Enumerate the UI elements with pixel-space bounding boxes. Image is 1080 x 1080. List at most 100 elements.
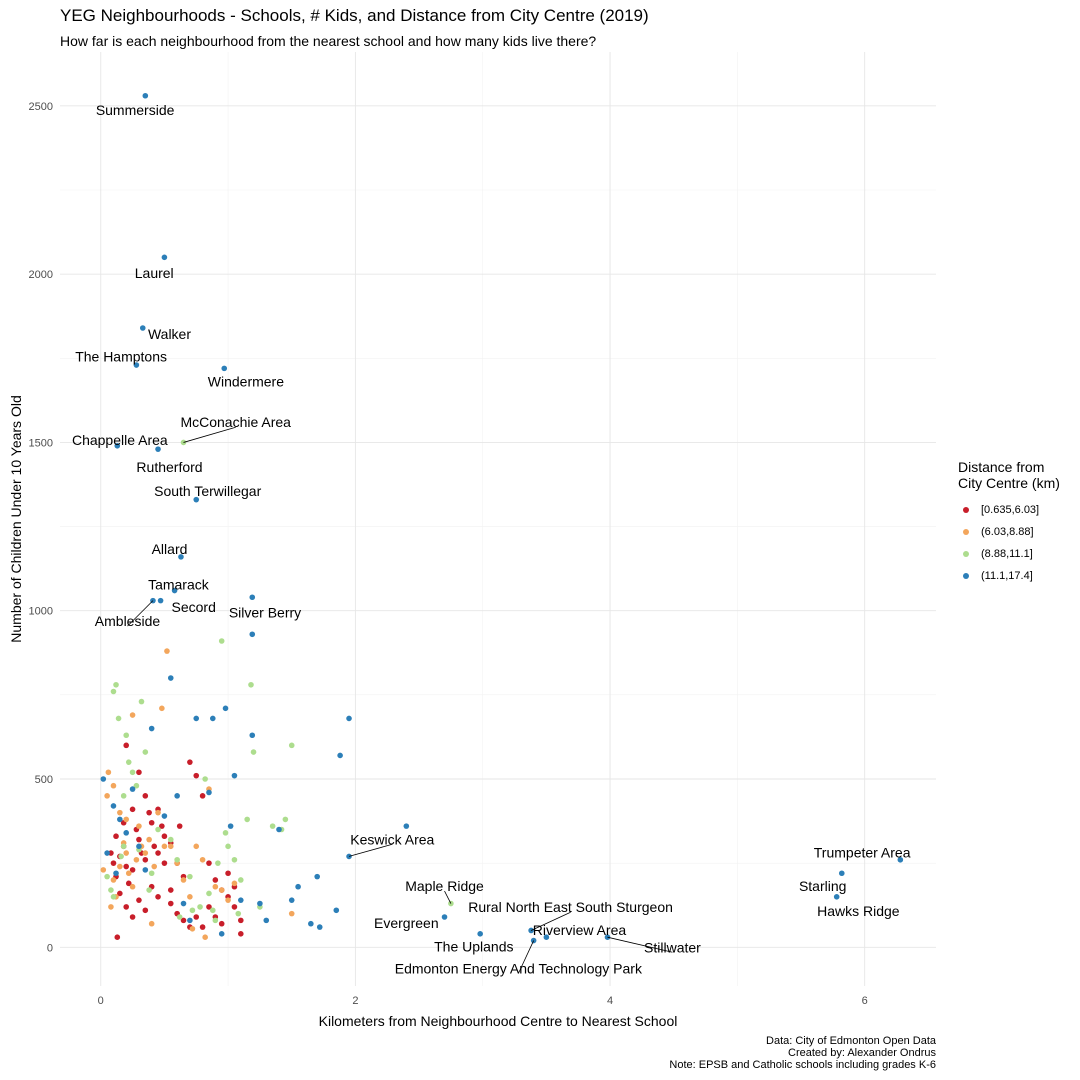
data-point	[225, 843, 231, 850]
data-point	[209, 907, 216, 914]
legend-item: (8.88,11.1]	[958, 543, 1078, 565]
y-tick-label: 500	[35, 774, 53, 786]
data-point	[167, 843, 174, 850]
point-label: Windermere	[208, 374, 284, 390]
data-point	[117, 816, 123, 823]
data-point	[197, 904, 203, 910]
data-point	[110, 894, 117, 900]
data-point	[125, 870, 132, 877]
data-point	[171, 587, 178, 594]
data-point	[142, 856, 149, 863]
data-point	[148, 920, 155, 927]
data-point	[161, 843, 168, 850]
legend-item: [0.635,6.03]	[958, 499, 1078, 521]
data-point	[110, 877, 117, 883]
data-points	[100, 92, 904, 944]
x-axis-title: Kilometers from Neighbourhood Centre to …	[319, 1013, 678, 1029]
legend-label: (6.03,8.88]	[981, 526, 1034, 538]
data-point	[104, 873, 110, 880]
data-point	[123, 742, 130, 749]
data-point	[138, 698, 145, 705]
data-point	[142, 749, 149, 755]
point-label: McConachie Area	[180, 414, 291, 430]
data-point	[187, 873, 193, 880]
data-point	[238, 917, 244, 924]
data-point	[187, 917, 193, 924]
data-point	[148, 870, 155, 877]
data-point	[193, 914, 200, 920]
label-leader-line	[518, 940, 535, 974]
data-point	[157, 597, 164, 604]
data-point	[193, 715, 200, 722]
data-point	[105, 769, 112, 776]
legend-label: [0.635,6.03]	[981, 504, 1040, 516]
data-point	[129, 786, 136, 792]
point-label: Riverview Area	[533, 922, 627, 938]
data-point	[218, 920, 225, 927]
data-point	[225, 897, 231, 903]
data-point	[159, 823, 165, 829]
label-leader-line	[530, 911, 571, 931]
data-point	[202, 776, 208, 782]
y-axis-title: Number of Children Under 10 Years Old	[8, 395, 24, 642]
data-point	[167, 675, 174, 681]
point-label: Rural North East South Sturgeon	[468, 899, 673, 915]
data-point	[276, 826, 282, 833]
data-point	[104, 850, 110, 856]
legend-item: (6.03,8.88]	[958, 521, 1078, 543]
data-point	[123, 816, 130, 823]
data-point	[193, 496, 200, 503]
legend-title-line: City Centre (km)	[958, 475, 1060, 491]
data-point	[231, 880, 238, 887]
data-point	[218, 931, 225, 937]
data-point	[238, 877, 244, 883]
label-leader-line	[127, 600, 154, 627]
data-point	[142, 793, 149, 799]
data-point	[218, 638, 225, 644]
point-label: The Uplands	[434, 939, 513, 955]
data-point	[244, 816, 250, 823]
legend-swatch	[963, 507, 969, 513]
grid-lines	[60, 52, 936, 986]
data-point	[199, 924, 206, 930]
data-point	[167, 836, 174, 843]
data-point	[155, 894, 161, 900]
data-point	[206, 904, 212, 910]
data-point	[120, 793, 127, 799]
data-point	[125, 759, 132, 765]
data-point	[123, 830, 130, 836]
data-point	[100, 776, 107, 782]
legend-label: (8.88,11.1]	[981, 548, 1033, 560]
data-point	[180, 917, 187, 924]
data-point	[222, 830, 229, 836]
label-leader-line	[348, 843, 393, 857]
data-point	[288, 897, 295, 903]
data-point	[129, 712, 136, 718]
data-point	[113, 870, 119, 877]
data-point	[129, 769, 136, 776]
data-point	[136, 836, 142, 843]
axes: 0 2 4 6 0 500 1000 1500 2000 2500 Kilometers from …	[8, 101, 868, 1029]
point-label: Chappelle Area	[72, 432, 168, 448]
data-point	[133, 856, 140, 863]
data-point	[167, 900, 174, 907]
data-point	[129, 914, 136, 920]
data-point	[136, 769, 142, 776]
chart-title: YEG Neighbourhoods - Schools, # Kids, an…	[60, 6, 649, 25]
data-point	[110, 688, 117, 695]
data-point	[155, 826, 161, 833]
data-point	[151, 863, 158, 870]
legend-label: (11.1,17.4]	[981, 570, 1033, 582]
data-point	[231, 856, 238, 863]
caption: Data: City of Edmonton Open Data Created…	[669, 1035, 936, 1071]
label-leader-line	[444, 890, 452, 904]
data-point	[174, 793, 180, 799]
data-point	[129, 806, 136, 813]
caption-line: Data: City of Edmonton Open Data	[766, 1035, 936, 1047]
data-point	[235, 910, 242, 917]
data-point	[215, 860, 221, 866]
data-point	[174, 856, 180, 863]
data-point	[136, 843, 142, 850]
data-point	[110, 803, 117, 809]
data-point	[176, 823, 183, 829]
